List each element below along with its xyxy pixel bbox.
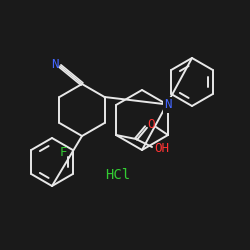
Text: O: O [147,118,155,130]
Text: N: N [164,98,172,112]
Text: OH: OH [154,142,170,154]
Text: F: F [60,146,68,158]
Text: N: N [51,58,59,70]
Text: HCl: HCl [106,168,130,182]
